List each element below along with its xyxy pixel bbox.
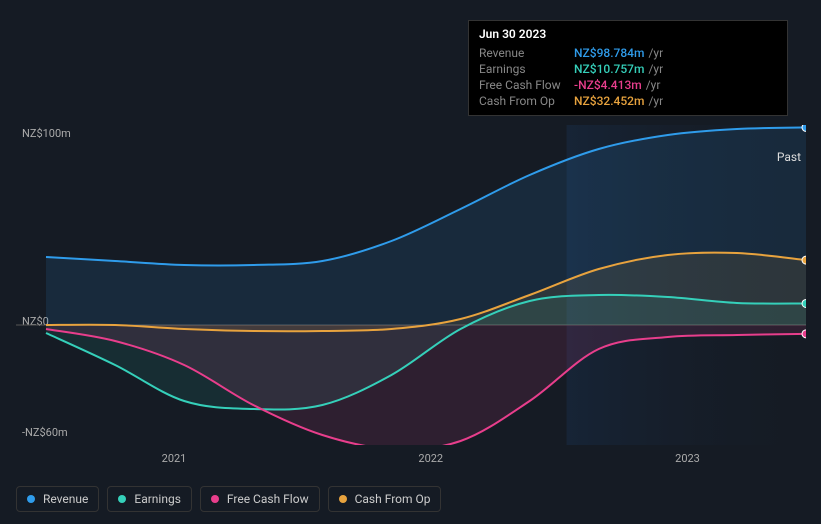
legend-item[interactable]: Free Cash Flow [200, 486, 320, 512]
legend-dot [118, 495, 126, 503]
x-axis-label: 2022 [418, 452, 443, 465]
x-axis-label: 2021 [162, 452, 187, 465]
legend-label: Free Cash Flow [227, 492, 309, 506]
legend-label: Revenue [43, 492, 88, 506]
tooltip-row: Cash From OpNZ$32.452m/yr [479, 93, 777, 109]
legend-dot [27, 495, 35, 503]
financials-chart[interactable] [16, 125, 806, 445]
tooltip-metric-label: Revenue [479, 46, 574, 60]
tooltip-metric-value: NZ$98.784m [574, 46, 644, 60]
tooltip-metric-value: NZ$10.757m [574, 62, 644, 76]
legend-dot [339, 495, 347, 503]
legend-item[interactable]: Cash From Op [328, 486, 442, 512]
tooltip-metric-label: Cash From Op [479, 94, 574, 108]
tooltip-row: RevenueNZ$98.784m/yr [479, 45, 777, 61]
legend-label: Cash From Op [355, 492, 431, 506]
tooltip-date: Jun 30 2023 [479, 27, 777, 45]
tooltip-unit: /yr [648, 94, 663, 108]
chart-tooltip: Jun 30 2023 RevenueNZ$98.784m/yrEarnings… [468, 20, 788, 116]
chart-legend: Revenue Earnings Free Cash Flow Cash From O… [16, 486, 441, 512]
tooltip-metric-value: -NZ$4.413m [574, 78, 642, 92]
chart-svg [16, 125, 806, 445]
tooltip-unit: /yr [648, 62, 663, 76]
tooltip-metric-value: NZ$32.452m [574, 94, 644, 108]
tooltip-metric-label: Free Cash Flow [479, 78, 574, 92]
tooltip-metric-label: Earnings [479, 62, 574, 76]
legend-dot [211, 495, 219, 503]
x-axis-label: 2023 [675, 452, 700, 465]
tooltip-row: EarningsNZ$10.757m/yr [479, 61, 777, 77]
tooltip-row: Free Cash Flow-NZ$4.413m/yr [479, 77, 777, 93]
tooltip-unit: /yr [648, 46, 663, 60]
past-label: Past [777, 150, 801, 164]
legend-item[interactable]: Earnings [107, 486, 192, 512]
tooltip-unit: /yr [646, 78, 661, 92]
legend-item[interactable]: Revenue [16, 486, 99, 512]
legend-label: Earnings [134, 492, 181, 506]
